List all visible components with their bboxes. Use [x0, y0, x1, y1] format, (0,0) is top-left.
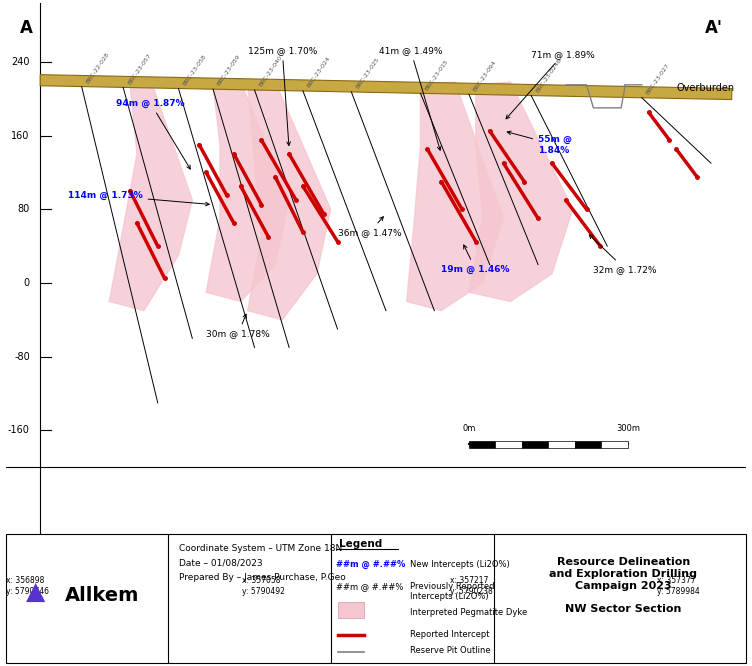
Text: Allkem: Allkem — [65, 586, 139, 605]
Polygon shape — [469, 82, 573, 302]
Bar — [575, 441, 602, 448]
Text: 19m @ 1.46%: 19m @ 1.46% — [441, 245, 510, 274]
Text: Coordinate System – UTM Zone 18N
Date – 01/08/2023
Prepared By – James Purchase,: Coordinate System – UTM Zone 18N Date – … — [180, 544, 346, 582]
Text: 125m @ 1.70%: 125m @ 1.70% — [247, 46, 317, 145]
Bar — [469, 441, 496, 448]
Text: ▲: ▲ — [26, 580, 45, 604]
Text: BRC-23-027: BRC-23-027 — [645, 63, 671, 95]
Text: 80: 80 — [17, 204, 30, 214]
Text: x: 357217
y: 5790238: x: 357217 y: 5790238 — [450, 576, 493, 595]
Text: A: A — [20, 19, 33, 37]
Text: Reserve Pit Outline: Reserve Pit Outline — [411, 647, 491, 655]
Text: 32m @ 1.72%: 32m @ 1.72% — [590, 235, 657, 274]
Text: BRC-23-058: BRC-23-058 — [182, 53, 207, 87]
Text: BRC-23-024: BRC-23-024 — [306, 55, 332, 89]
Text: 114m @ 1.73%: 114m @ 1.73% — [68, 191, 209, 206]
Polygon shape — [247, 82, 331, 320]
Text: -80: -80 — [14, 352, 30, 362]
Text: Overburden: Overburden — [676, 83, 735, 93]
Text: 71m @ 1.89%: 71m @ 1.89% — [506, 50, 595, 119]
Text: New Intercepts (Li2O%): New Intercepts (Li2O%) — [411, 559, 510, 569]
Text: ##m @ #.##%: ##m @ #.##% — [336, 581, 404, 591]
Text: BRC-22-028: BRC-22-028 — [85, 51, 111, 85]
Text: BRC-23-059: BRC-23-059 — [217, 54, 241, 87]
Text: Reported Intercept: Reported Intercept — [411, 629, 490, 639]
Text: 0: 0 — [23, 278, 30, 288]
Bar — [496, 441, 522, 448]
Text: x: 356898
y: 5790746: x: 356898 y: 5790746 — [5, 576, 49, 595]
Text: 0m: 0m — [462, 424, 475, 434]
Text: Legend: Legend — [338, 539, 382, 549]
Text: BRC-23-025: BRC-23-025 — [355, 57, 380, 90]
Text: BRC-23-024b: BRC-23-024b — [535, 57, 562, 93]
Text: 300m: 300m — [616, 424, 640, 434]
Bar — [522, 441, 548, 448]
Text: 36m @ 1.47%: 36m @ 1.47% — [338, 216, 401, 237]
Text: BRC-23-057: BRC-23-057 — [126, 52, 152, 85]
Text: 160: 160 — [11, 131, 30, 141]
Bar — [548, 441, 575, 448]
Text: Previously Reported
Intercepts (Li2O%): Previously Reported Intercepts (Li2O%) — [411, 581, 495, 601]
Bar — [338, 602, 364, 618]
Text: Interpreted Pegmatite Dyke: Interpreted Pegmatite Dyke — [411, 607, 528, 617]
Text: 55m @
1.84%: 55m @ 1.84% — [508, 131, 572, 155]
Text: 94m @ 1.87%: 94m @ 1.87% — [117, 99, 190, 169]
Text: BRC-23-040: BRC-23-040 — [258, 55, 284, 88]
Text: 240: 240 — [11, 57, 30, 67]
Bar — [602, 441, 628, 448]
Text: BRC-23-015: BRC-23-015 — [424, 58, 449, 91]
Text: x: 357058
y: 5790492: x: 357058 y: 5790492 — [242, 576, 285, 595]
Text: ##m @ #.##%: ##m @ #.##% — [336, 559, 406, 569]
Text: A': A' — [705, 19, 723, 37]
Polygon shape — [206, 82, 289, 302]
Polygon shape — [40, 75, 732, 99]
Text: BRC-23-094: BRC-23-094 — [472, 59, 498, 92]
Text: -160: -160 — [8, 426, 30, 436]
Text: x: 357377
y: 5789984: x: 357377 y: 5789984 — [656, 576, 699, 595]
Text: 30m @ 1.78%: 30m @ 1.78% — [206, 314, 270, 338]
Text: Resource Delineation
and Exploration Drilling
Campaign 2023

NW Sector Section: Resource Delineation and Exploration Dri… — [550, 557, 697, 614]
Polygon shape — [109, 80, 193, 310]
Polygon shape — [407, 82, 504, 310]
Text: 41m @ 1.49%: 41m @ 1.49% — [379, 46, 442, 151]
